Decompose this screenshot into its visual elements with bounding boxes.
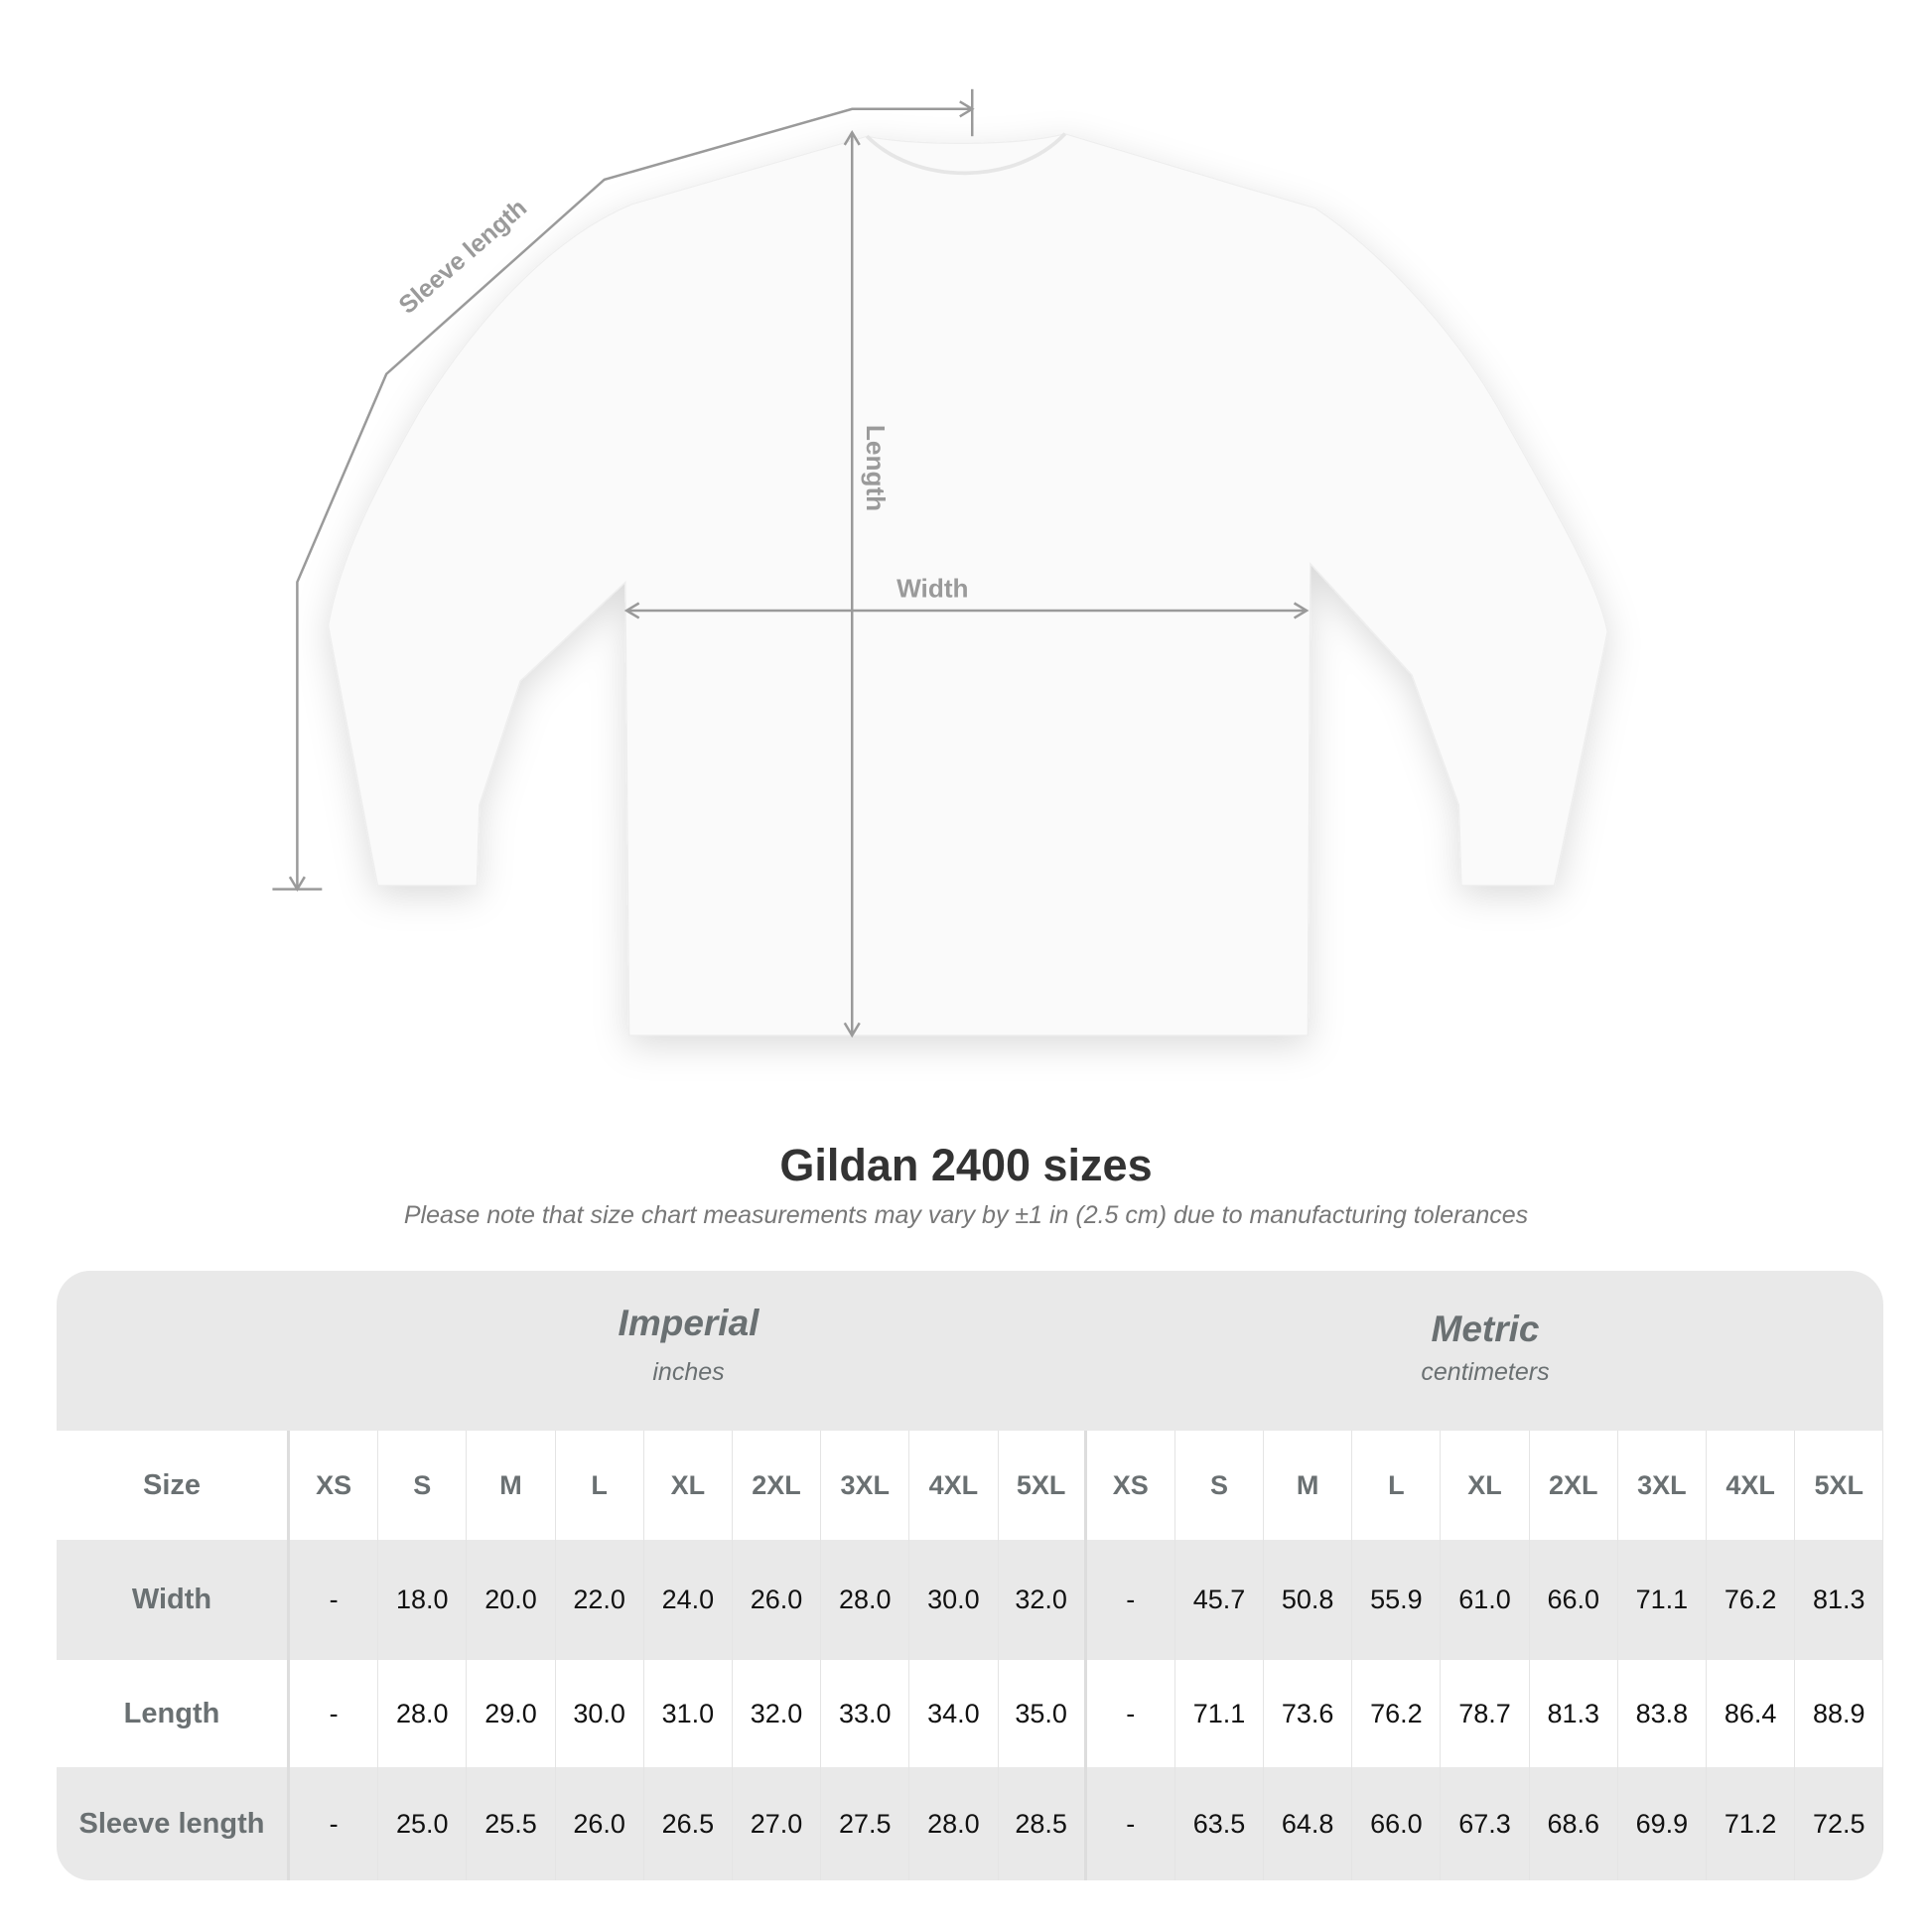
metric-header: Metric centimeters	[1087, 1309, 1883, 1387]
table-cell: 3XL	[821, 1431, 910, 1540]
table-cell: 71.1	[1618, 1540, 1707, 1660]
table-cell: 4XL	[1707, 1431, 1796, 1540]
table-cell: 32.0	[733, 1660, 822, 1767]
table-cell: 31.0	[644, 1660, 733, 1767]
table-cell: XL	[644, 1431, 733, 1540]
table-cell: 5XL	[999, 1431, 1087, 1540]
table-cell: 66.0	[1352, 1767, 1442, 1880]
table-cell: 81.3	[1795, 1540, 1883, 1660]
table-cell: 35.0	[999, 1660, 1087, 1767]
table-cell: 78.7	[1441, 1660, 1530, 1767]
table-row: Sleeve length -25.0 25.5 26.0 26.5 27.0 27.5 28…	[57, 1767, 1883, 1880]
table-cell: 2XL	[1530, 1431, 1618, 1540]
table-cell: 29.0	[467, 1660, 556, 1767]
table-cell: -	[290, 1540, 379, 1660]
table-cell: 34.0	[909, 1660, 999, 1767]
table-cell: 73.6	[1264, 1660, 1353, 1767]
table-cell: 27.5	[821, 1767, 910, 1880]
table-cell: 5XL	[1795, 1431, 1883, 1540]
table-row: Width -18.0 20.0 22.0 24.0 26.0 28.0 30.0 32.0-4…	[57, 1540, 1883, 1660]
table-cell: 25.0	[378, 1767, 468, 1880]
table-cell: 24.0	[644, 1540, 733, 1660]
table-row: Length -28.0 29.0 30.0 31.0 32.0 33.0 34.0 35.0-…	[57, 1660, 1883, 1767]
table-cell: S	[1175, 1431, 1265, 1540]
table-cell: -	[1087, 1540, 1175, 1660]
unit-header: Imperial inches Metric centimeters	[57, 1271, 1883, 1431]
row-label: Sleeve length	[57, 1767, 290, 1880]
page-title: Gildan 2400 sizes	[779, 1140, 1153, 1190]
metric-unit: centimeters	[1421, 1358, 1550, 1386]
table-cell: 67.3	[1441, 1767, 1530, 1880]
table-cell: 72.5	[1795, 1767, 1883, 1880]
table-cell: M	[1264, 1431, 1353, 1540]
table-cell: 28.0	[378, 1660, 468, 1767]
table-cell: 55.9	[1352, 1540, 1442, 1660]
table-cell: 30.0	[556, 1660, 644, 1767]
table-cell: 88.9	[1795, 1660, 1883, 1767]
shirt-shape	[327, 133, 1608, 1036]
table-cell: 20.0	[467, 1540, 556, 1660]
table-cell: -	[290, 1767, 379, 1880]
table-cell: 63.5	[1175, 1767, 1265, 1880]
table-cell: 50.8	[1264, 1540, 1353, 1660]
table-cell: 26.0	[733, 1540, 822, 1660]
table-cell: 25.5	[467, 1767, 556, 1880]
tolerance-note: Please note that size chart measurements…	[403, 1201, 1529, 1229]
table-cell: 18.0	[378, 1540, 468, 1660]
table-cell: 28.0	[821, 1540, 910, 1660]
row-label: Length	[57, 1660, 290, 1767]
table-cell: M	[467, 1431, 556, 1540]
table-cell: 71.1	[1175, 1660, 1265, 1767]
table-cell: 76.2	[1352, 1660, 1442, 1767]
table-cell: -	[1087, 1660, 1175, 1767]
width-label: Width	[897, 573, 968, 603]
table-cell: 26.5	[644, 1767, 733, 1880]
table-cell: 30.0	[909, 1540, 999, 1660]
table-cell: -	[290, 1660, 379, 1767]
table-cell: -	[1087, 1767, 1175, 1880]
imperial-header: Imperial inches	[290, 1303, 1087, 1387]
metric-title: Metric	[1431, 1309, 1540, 1349]
table-cell: 61.0	[1441, 1540, 1530, 1660]
table-cell: 81.3	[1530, 1660, 1618, 1767]
table-cell: 76.2	[1707, 1540, 1796, 1660]
size-row: Size XS S M L XL 2XL 3XL 4XL 5XL XS S M L XL 2XL 3XL 4XL…	[57, 1431, 1883, 1540]
table-cell: 22.0	[556, 1540, 644, 1660]
row-label: Size	[57, 1431, 290, 1540]
measure-lines	[272, 88, 1310, 1038]
table-cell: L	[1352, 1431, 1442, 1540]
table-cell: 2XL	[733, 1431, 822, 1540]
table-cell: 28.0	[909, 1767, 999, 1880]
table-cell: 27.0	[733, 1767, 822, 1880]
table-cell: 86.4	[1707, 1660, 1796, 1767]
table-cell: XL	[1441, 1431, 1530, 1540]
table-cell: 45.7	[1175, 1540, 1265, 1660]
table-cell: 33.0	[821, 1660, 910, 1767]
table-cell: 68.6	[1530, 1767, 1618, 1880]
table-cell: 32.0	[999, 1540, 1087, 1660]
table-cell: 4XL	[909, 1431, 999, 1540]
table-cell: 28.5	[999, 1767, 1087, 1880]
length-label: Length	[861, 425, 891, 511]
imperial-title: Imperial	[618, 1303, 759, 1343]
table-cell: 83.8	[1618, 1660, 1707, 1767]
table-cell: XS	[290, 1431, 379, 1540]
table-cell: 3XL	[1618, 1431, 1707, 1540]
table-cell: 26.0	[556, 1767, 644, 1880]
table-cell: 71.2	[1707, 1767, 1796, 1880]
table-cell: L	[556, 1431, 644, 1540]
size-table: Imperial inches Metric centimeters Size …	[57, 1271, 1883, 1880]
table-cell: XS	[1087, 1431, 1175, 1540]
table-cell: 69.9	[1618, 1767, 1707, 1880]
table-cell: S	[378, 1431, 468, 1540]
row-label: Width	[57, 1540, 290, 1660]
imperial-unit: inches	[652, 1358, 725, 1386]
table-cell: 66.0	[1530, 1540, 1618, 1660]
table-cell: 64.8	[1264, 1767, 1353, 1880]
